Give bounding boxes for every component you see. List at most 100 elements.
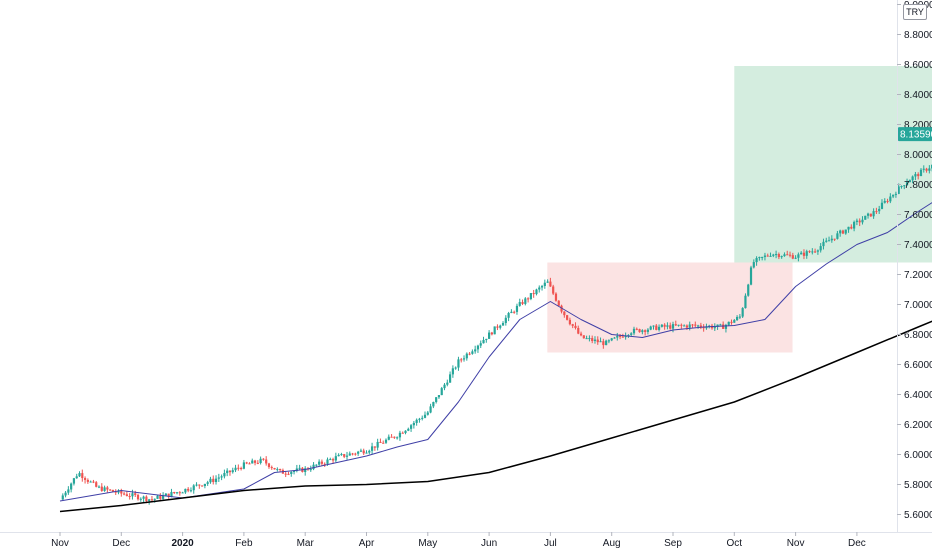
candle-body (671, 324, 675, 329)
candle-body (237, 467, 240, 469)
candle-body (527, 298, 530, 300)
candle-body (440, 388, 443, 396)
y-tick-label: 7.60000 (904, 210, 932, 221)
candle-body (465, 353, 468, 359)
candle-body (618, 335, 622, 337)
candle-body (777, 254, 780, 258)
candle-body (462, 358, 466, 360)
candle-body (875, 211, 878, 213)
candle-body (409, 425, 413, 429)
candle-body (345, 455, 349, 457)
candle-body (276, 469, 279, 471)
candle-body (543, 282, 546, 286)
candle-body (390, 436, 393, 438)
x-tick-label: May (418, 538, 437, 549)
candle-body (259, 458, 262, 463)
candle-body (894, 193, 898, 195)
candle-body (621, 336, 624, 338)
candle-body (214, 478, 218, 482)
candle-body (836, 233, 839, 239)
candle-body (755, 258, 758, 263)
candle-body (474, 349, 477, 352)
candle-body (223, 473, 226, 477)
candle-body (318, 461, 321, 465)
candle-body (872, 211, 875, 217)
candle-body (599, 341, 602, 343)
candle-body (579, 333, 583, 336)
zone-red[interactable] (547, 262, 793, 353)
candle-body (644, 330, 647, 332)
candle-body (128, 495, 131, 497)
x-tick-label: Aug (603, 538, 621, 549)
candle-body (103, 487, 106, 491)
candle-body (109, 489, 112, 491)
candle-body (97, 486, 101, 488)
candle-body (365, 452, 368, 454)
candle-body (370, 446, 374, 451)
candle-body (117, 490, 120, 493)
candle-body (139, 498, 142, 500)
candle-body (883, 200, 886, 203)
candle-body (373, 446, 376, 448)
candle-body (529, 293, 532, 299)
candle-body (744, 295, 747, 309)
candle-body (816, 250, 819, 252)
candle-body (646, 329, 650, 332)
candle-body (265, 459, 268, 464)
zone-green[interactable] (734, 66, 932, 263)
currency-badge[interactable]: TRY (903, 4, 927, 20)
candle-body (591, 338, 594, 341)
last-price-tag: 8.13590 (898, 127, 932, 142)
y-tick-label: 7.80000 (904, 180, 932, 191)
candle-body (195, 484, 198, 486)
candle-body (560, 305, 563, 312)
candle-body (401, 432, 404, 434)
candle-body (780, 256, 783, 258)
candle-body (78, 473, 81, 477)
candle-body (387, 436, 390, 440)
candle-body (521, 302, 524, 304)
candle-body (457, 359, 460, 368)
candle-body (122, 493, 126, 495)
time-axis[interactable]: Nov Dec 2020 Feb Mar Apr May Jun Jul Aug Sep Oct Nov… (51, 532, 866, 549)
candle-body (925, 168, 928, 171)
candle-body (337, 454, 340, 457)
candle-body (886, 200, 889, 202)
candle-body (607, 340, 611, 342)
candle-body (231, 470, 234, 473)
candle-body (206, 482, 209, 484)
candle-body (198, 484, 201, 486)
candle-body (100, 486, 103, 491)
candle-body (794, 257, 797, 259)
candle-body (716, 324, 719, 327)
candle-body (95, 482, 98, 487)
y-tick-label: 7.00000 (904, 300, 932, 311)
y-tick-label: 6.60000 (904, 360, 932, 371)
candle-body (596, 339, 599, 343)
candle-body (696, 325, 700, 327)
candle-body (348, 453, 351, 456)
y-tick-label: 7.40000 (904, 240, 932, 251)
candle-body (928, 168, 931, 171)
candle-body (340, 454, 343, 456)
candle-body (359, 450, 363, 452)
y-tick-label: 6.80000 (904, 330, 932, 341)
candle-body (334, 456, 337, 461)
candle-body (839, 230, 842, 234)
candle-body (393, 436, 396, 438)
candle-body (624, 335, 627, 338)
candle-body (791, 255, 794, 259)
x-tick-label: Dec (848, 538, 866, 549)
candle-body (610, 338, 613, 341)
candle-body (499, 325, 502, 328)
candle-body (178, 492, 181, 494)
candle-body (309, 469, 312, 471)
candle-body (880, 202, 884, 209)
candle-body (741, 308, 744, 317)
candle-body (772, 254, 775, 256)
candle-body (769, 255, 772, 257)
y-tick-label: 8.40000 (904, 90, 932, 101)
candle-body (226, 470, 229, 474)
candle-body (106, 487, 109, 490)
